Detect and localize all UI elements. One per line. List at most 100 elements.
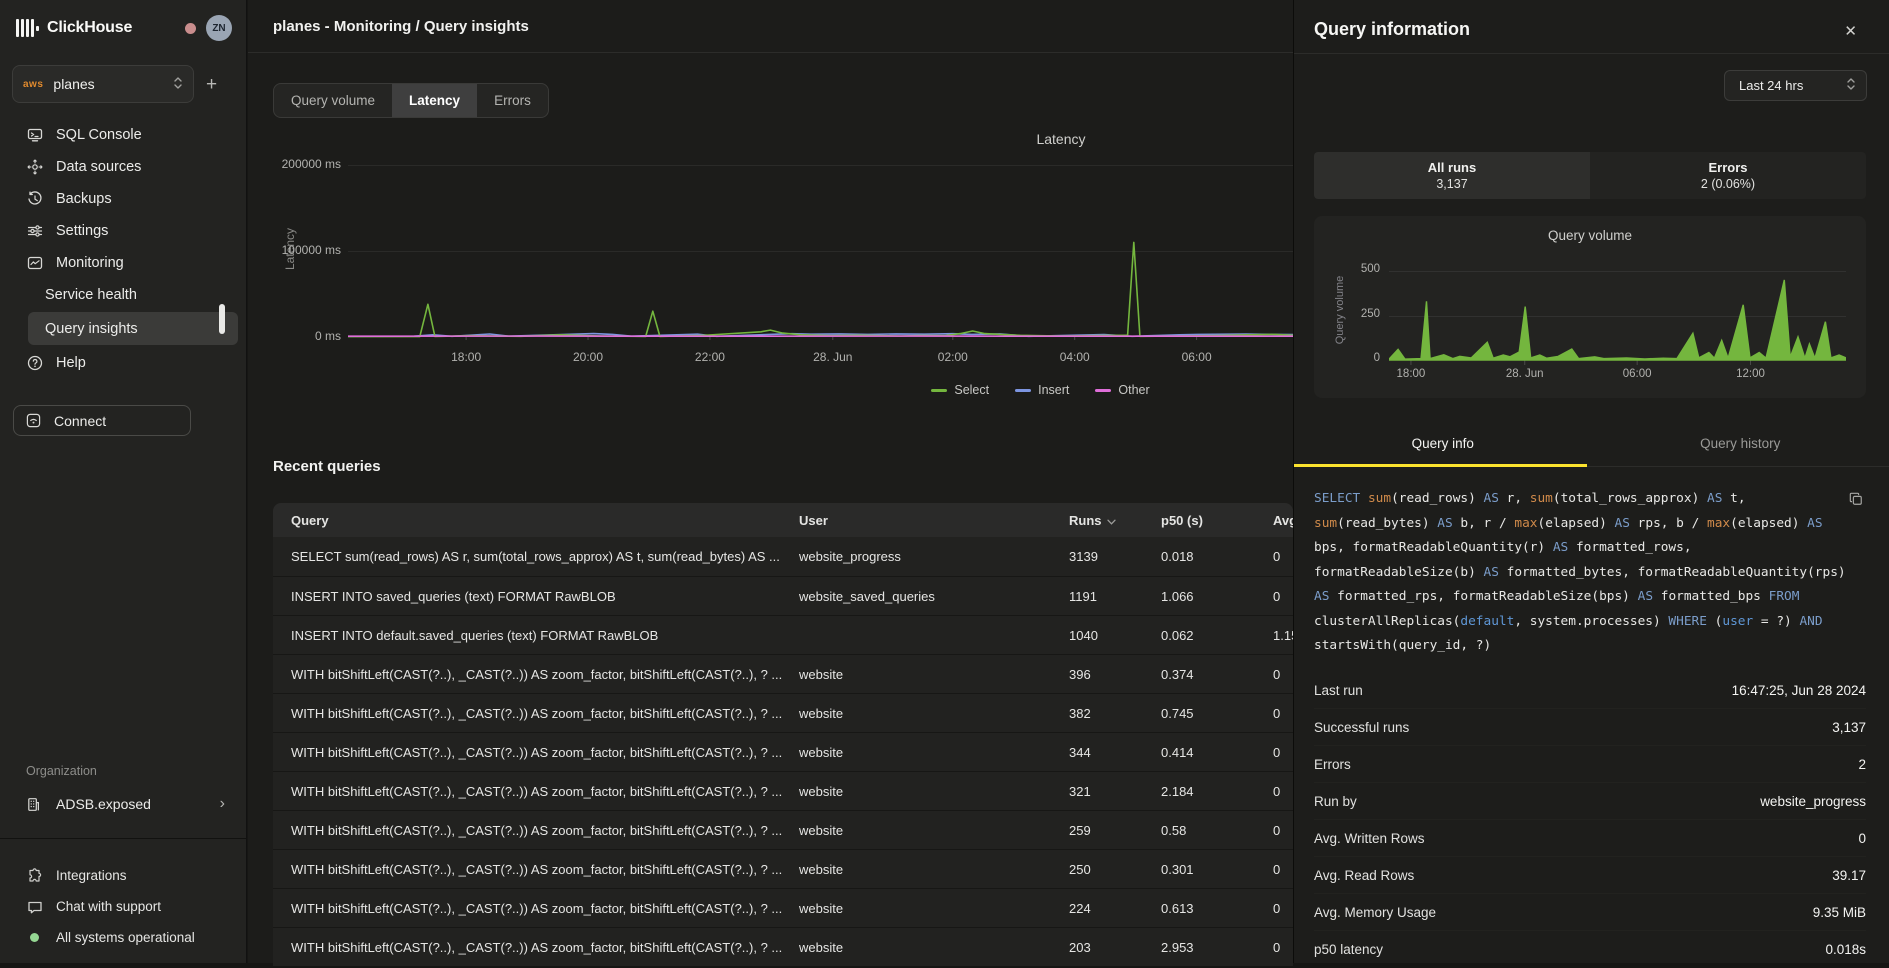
tab-latency[interactable]: Latency xyxy=(392,84,477,117)
p50-cell: 0.613 xyxy=(1161,901,1273,916)
recent-queries-heading: Recent queries xyxy=(273,458,381,475)
sidebar-item-label: Settings xyxy=(56,223,108,239)
stat-value: website_progress xyxy=(1760,794,1866,809)
segment-errors[interactable]: Errors2 (0.06%) xyxy=(1590,152,1866,199)
column-header-avg[interactable]: Avg. xyxy=(1273,513,1293,528)
table-row[interactable]: WITH bitShiftLeft(CAST(?..), _CAST(?..))… xyxy=(273,732,1293,771)
query-cell: WITH bitShiftLeft(CAST(?..), _CAST(?..))… xyxy=(291,667,799,682)
table-row[interactable]: WITH bitShiftLeft(CAST(?..), _CAST(?..))… xyxy=(273,654,1293,693)
avg-cell: 0 xyxy=(1273,901,1293,916)
stat-label: Run by xyxy=(1314,794,1357,809)
x-tick-label: 06:00 xyxy=(1167,350,1227,364)
y-tick-label: 200000 ms xyxy=(251,157,341,171)
panel-tab-query-info[interactable]: Query info xyxy=(1294,436,1592,467)
copy-icon[interactable] xyxy=(1849,492,1863,509)
column-header-p50-s[interactable]: p50 (s) xyxy=(1161,513,1273,528)
tab-errors[interactable]: Errors xyxy=(477,84,548,117)
runs-cell: 321 xyxy=(1069,784,1161,799)
legend-item-select[interactable]: Select xyxy=(931,383,989,397)
avg-cell: 0 xyxy=(1273,862,1293,877)
stat-label: Last run xyxy=(1314,683,1363,698)
column-header-query[interactable]: Query xyxy=(291,513,799,528)
segment-all-runs[interactable]: All runs3,137 xyxy=(1314,152,1590,199)
table-row[interactable]: WITH bitShiftLeft(CAST(?..), _CAST(?..))… xyxy=(273,849,1293,888)
sidebar-item-settings[interactable]: Settings xyxy=(0,215,246,247)
x-tick-label: 28. Jun xyxy=(803,350,863,364)
footer-item-label: Integrations xyxy=(56,868,127,883)
table-row[interactable]: WITH bitShiftLeft(CAST(?..), _CAST(?..))… xyxy=(273,810,1293,849)
column-header-runs[interactable]: Runs xyxy=(1069,513,1161,528)
stat-label: Avg. Written Rows xyxy=(1314,831,1425,846)
runs-cell: 250 xyxy=(1069,862,1161,877)
table-row[interactable]: WITH bitShiftLeft(CAST(?..), _CAST(?..))… xyxy=(273,888,1293,927)
table-row[interactable]: WITH bitShiftLeft(CAST(?..), _CAST(?..))… xyxy=(273,771,1293,810)
volume-series xyxy=(1389,280,1846,360)
runs-cell: 1191 xyxy=(1069,589,1161,604)
logo-row: ClickHouse ZN xyxy=(0,0,246,41)
stat-value: 0.018s xyxy=(1825,942,1866,957)
sidebar-item-backups[interactable]: Backups xyxy=(0,183,246,215)
organization-switcher[interactable]: ADSB.exposed › xyxy=(0,788,247,820)
tab-query-volume[interactable]: Query volume xyxy=(274,84,392,117)
stat-value: 0 xyxy=(1858,831,1866,846)
backups-icon xyxy=(26,191,43,208)
p50-cell: 0.374 xyxy=(1161,667,1273,682)
table-row[interactable]: INSERT INTO saved_queries (text) FORMAT … xyxy=(273,576,1293,615)
p50-cell: 2.953 xyxy=(1161,940,1273,955)
sidebar-item-label: Service health xyxy=(45,287,137,303)
legend-item-other[interactable]: Other xyxy=(1095,383,1149,397)
sidebar-resize-handle[interactable] xyxy=(219,304,225,334)
stat-row-run-by: Run by website_progress xyxy=(1314,783,1866,820)
sidebar-item-service-health[interactable]: Service health xyxy=(0,279,246,310)
footer-item-label: All systems operational xyxy=(56,930,195,945)
recent-queries-table: QueryUserRunsp50 (s)Avg. SELECT sum(read… xyxy=(273,503,1293,966)
add-service-button[interactable]: + xyxy=(206,75,217,94)
panel-tab-query-history[interactable]: Query history xyxy=(1592,436,1889,467)
sidebar-item-monitoring[interactable]: Monitoring xyxy=(0,247,246,279)
main-content: planes - Monitoring / Query insights Que… xyxy=(248,0,1293,963)
mini-chart-title: Query volume xyxy=(1314,228,1866,243)
table-row[interactable]: SELECT sum(read_rows) AS r, sum(total_ro… xyxy=(273,537,1293,576)
sidebar-item-help[interactable]: Help xyxy=(0,347,246,379)
table-row[interactable]: INSERT INTO default.saved_queries (text)… xyxy=(273,615,1293,654)
table-row[interactable]: WITH bitShiftLeft(CAST(?..), _CAST(?..))… xyxy=(273,927,1293,966)
column-header-user[interactable]: User xyxy=(799,513,1069,528)
query-cell: WITH bitShiftLeft(CAST(?..), _CAST(?..))… xyxy=(291,823,799,838)
x-tick-label: 12:00 xyxy=(1715,368,1785,380)
stat-label: Successful runs xyxy=(1314,720,1409,735)
sidebar-item-label: Data sources xyxy=(56,159,141,175)
notification-dot-icon[interactable] xyxy=(185,23,196,34)
user-cell: website xyxy=(799,784,1069,799)
footer-item-integrations[interactable]: Integrations xyxy=(0,860,247,891)
panel-title: Query information xyxy=(1314,19,1470,40)
footer-item-chat-with-support[interactable]: Chat with support xyxy=(0,891,247,922)
latency-plot xyxy=(348,150,1293,340)
legend-swatch-icon xyxy=(1095,389,1111,392)
y-tick-label: 0 ms xyxy=(251,329,341,343)
p50-cell: 0.745 xyxy=(1161,706,1273,721)
table-row[interactable]: WITH bitShiftLeft(CAST(?..), _CAST(?..))… xyxy=(273,693,1293,732)
workspace-select[interactable]: aws planes xyxy=(12,65,194,103)
avg-cell: 0 xyxy=(1273,589,1293,604)
sidebar-item-query-insights[interactable]: Query insights xyxy=(28,312,238,345)
panel-tabs: Query infoQuery history xyxy=(1294,436,1889,467)
sidebar-item-label: Help xyxy=(56,355,86,371)
footer-item-all-systems-operational[interactable]: All systems operational xyxy=(0,922,247,953)
user-cell: website xyxy=(799,901,1069,916)
connect-button[interactable]: Connect xyxy=(13,405,191,436)
avatar[interactable]: ZN xyxy=(206,15,232,41)
table-body: SELECT sum(read_rows) AS r, sum(total_ro… xyxy=(273,537,1293,966)
chart-title: Latency xyxy=(1011,131,1111,147)
panel-divider xyxy=(1294,53,1889,54)
close-icon[interactable]: ✕ xyxy=(1844,22,1857,40)
runs-cell: 259 xyxy=(1069,823,1161,838)
sidebar-item-data-sources[interactable]: Data sources xyxy=(0,151,246,183)
query-volume-plot xyxy=(1389,266,1846,366)
legend-item-insert[interactable]: Insert xyxy=(1015,383,1069,397)
sidebar-item-sql-console[interactable]: SQL Console xyxy=(0,119,246,151)
x-tick-label: 18:00 xyxy=(1376,368,1446,380)
time-range-select[interactable]: Last 24 hrs xyxy=(1724,70,1867,101)
stat-row-avg-read-rows: Avg. Read Rows39.17 xyxy=(1314,857,1866,894)
stat-row-errors: Errors2 xyxy=(1314,746,1866,783)
runs-cell: 382 xyxy=(1069,706,1161,721)
